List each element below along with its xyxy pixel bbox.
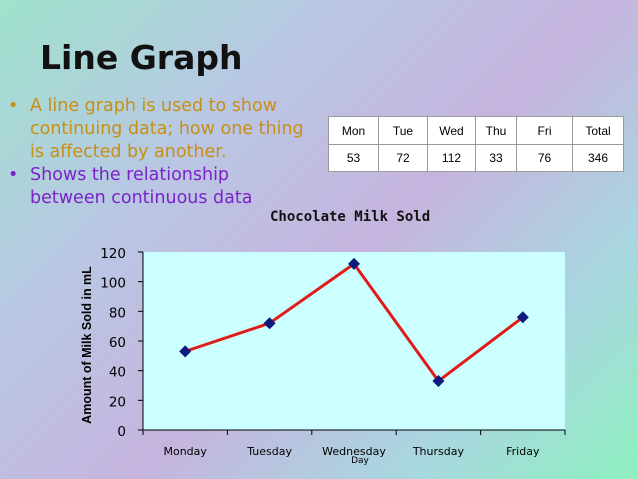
bullet-item: • Shows the relationship between continuo…: [8, 164, 308, 210]
data-point: [179, 345, 192, 358]
bullet-dot: •: [8, 165, 19, 185]
bullet-text: A line graph is used to show continuing …: [30, 96, 304, 162]
table-row: 53 72 112 33 76 346: [328, 144, 624, 172]
data-point: [263, 317, 276, 330]
bullet-list: • A line graph is used to show continuing…: [8, 95, 308, 210]
chart-title: Chocolate Milk Sold: [270, 209, 431, 225]
y-tick-label: 20: [109, 394, 126, 410]
table-cell: 112: [427, 144, 476, 172]
table-header-cell: Fri: [516, 116, 573, 145]
table-cell: 53: [328, 144, 379, 172]
data-table: Mon Tue Wed Thu Fri Total 53 72 112 33 7…: [328, 116, 624, 172]
table-cell: 72: [378, 144, 428, 172]
x-tick-label: Tuesday: [246, 445, 292, 458]
y-tick-label: 0: [117, 424, 126, 440]
y-axis-label: Amount of Milk Sold in mL: [80, 266, 94, 424]
y-tick-label: 60: [109, 335, 126, 351]
x-tick-label: Wednesday: [322, 445, 386, 458]
table-header-cell: Wed: [427, 116, 476, 145]
plot-area: [143, 252, 565, 430]
y-tick-label: 100: [100, 276, 126, 292]
data-point: [348, 257, 360, 270]
x-tick-label: Friday: [506, 445, 540, 458]
bullet-item: • A line graph is used to show continuing…: [8, 95, 308, 164]
table-cell: 33: [475, 144, 517, 172]
data-point: [516, 311, 529, 324]
table-header-cell: Mon: [328, 116, 379, 145]
y-tick-label: 120: [100, 246, 126, 262]
y-tick-label: 80: [109, 305, 126, 321]
table-cell: 346: [572, 144, 624, 172]
x-tick-label: Monday: [163, 445, 207, 458]
table-header-row: Mon Tue Wed Thu Fri Total: [328, 116, 624, 145]
y-tick-label: 40: [109, 365, 126, 381]
x-axis-label: Day: [351, 456, 369, 466]
x-tick-label: Thursday: [412, 445, 465, 458]
slide-title: Line Graph: [40, 38, 243, 77]
data-point: [432, 375, 445, 388]
bullet-dot: •: [8, 96, 19, 116]
bullet-text: Shows the relationship between continuou…: [30, 165, 253, 208]
table-cell: 76: [516, 144, 573, 172]
